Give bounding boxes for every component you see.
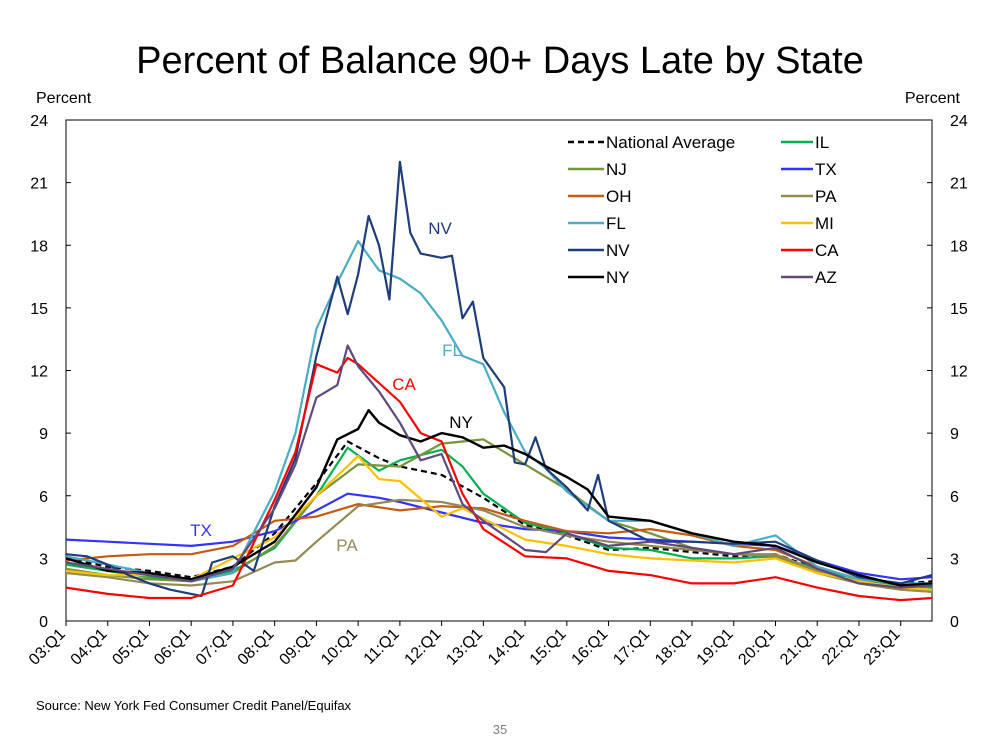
x-tick-label: 09:Q1 [276,626,319,669]
annotation-nv: NV [428,219,452,238]
series-line-az [65,344,933,589]
y-tick-label-right: 21 [950,176,968,193]
y-tick-label-right: 24 [950,113,968,130]
x-tick-label: 12:Q1 [402,626,445,669]
series-line-ca [65,356,933,602]
y-tick-label-left: 12 [30,364,48,381]
y-tick-label-left: 0 [39,614,48,631]
x-tick-label: 15:Q1 [527,626,570,669]
legend-label: AZ [815,268,837,287]
x-tick-label: 06:Q1 [151,626,194,669]
y-tick-label-left: 9 [39,426,48,443]
x-tick-label: 13:Q1 [443,626,486,669]
x-tick-label: 07:Q1 [193,626,236,669]
legend: National Average IL NJ TX OH PA FL MI NV CA NY AZ [568,133,839,287]
y-axis-right: 0 3 6 9 12 15 18 21 24 [927,113,968,631]
x-tick-label: 04:Q1 [68,626,111,669]
legend-label: MI [815,214,834,233]
series-annotations: NV FL CA NY TX PA [190,219,473,555]
y-tick-label-left: 6 [39,489,48,506]
y-tick-label-right: 3 [950,551,959,568]
y-tick-label-right: 12 [950,364,968,381]
legend-label: CA [815,241,839,260]
legend-label: National Average [606,133,735,152]
legend-label: FL [606,214,626,233]
legend-label: NV [606,241,630,260]
x-tick-label: 19:Q1 [694,626,737,669]
legend-label: OH [606,187,632,206]
left-axis-label: Percent [36,90,92,107]
x-tick-label: 05:Q1 [109,626,152,669]
x-tick-label: 10:Q1 [318,626,361,669]
x-tick-label: 23:Q1 [861,626,904,669]
x-tick-label: 18:Q1 [652,626,695,669]
x-tick-label: 14:Q1 [485,626,528,669]
x-tick-label: 11:Q1 [361,626,403,668]
y-tick-label-right: 18 [950,238,968,255]
y-tick-label-left: 3 [39,551,48,568]
x-axis: 03:Q104:Q105:Q106:Q107:Q108:Q109:Q110:Q1… [26,621,904,669]
y-tick-label-left: 24 [30,113,48,130]
x-tick-label: 03:Q1 [26,626,69,669]
y-tick-label-left: 21 [30,176,48,193]
x-tick-label: 08:Q1 [235,626,278,669]
chart-title: Percent of Balance 90+ Days Late by Stat… [136,40,864,82]
annotation-pa: PA [336,536,358,555]
legend-label: NJ [606,160,627,179]
page-number: 35 [493,722,507,737]
y-tick-label-left: 18 [30,238,48,255]
annotation-ca: CA [392,375,416,394]
x-tick-label: 22:Q1 [819,626,862,669]
y-tick-label-right: 0 [950,614,959,631]
legend-label: PA [815,187,837,206]
series-lines [65,160,933,602]
y-tick-label-left: 15 [30,301,48,318]
annotation-tx: TX [190,521,212,540]
series-line-nv [65,160,933,598]
annotation-ny: NY [449,413,473,432]
right-axis-label: Percent [905,90,961,107]
y-tick-label-right: 15 [950,301,968,318]
x-tick-label: 16:Q1 [569,626,612,669]
y-tick-label-right: 6 [950,489,959,506]
series-line-pa [65,498,933,593]
legend-label: IL [815,133,829,152]
y-axis-left: 0 3 6 9 12 15 18 21 24 [30,113,71,631]
y-tick-label-right: 9 [950,426,959,443]
annotation-fl: FL [442,341,462,360]
legend-label: TX [815,160,837,179]
x-tick-label: 17:Q1 [610,626,653,669]
source-note: Source: New York Fed Consumer Credit Pan… [36,698,352,713]
legend-label: NY [606,268,630,287]
x-tick-label: 20:Q1 [735,626,778,669]
x-tick-label: 21:Q1 [777,626,820,669]
series-line-ny [65,409,933,587]
